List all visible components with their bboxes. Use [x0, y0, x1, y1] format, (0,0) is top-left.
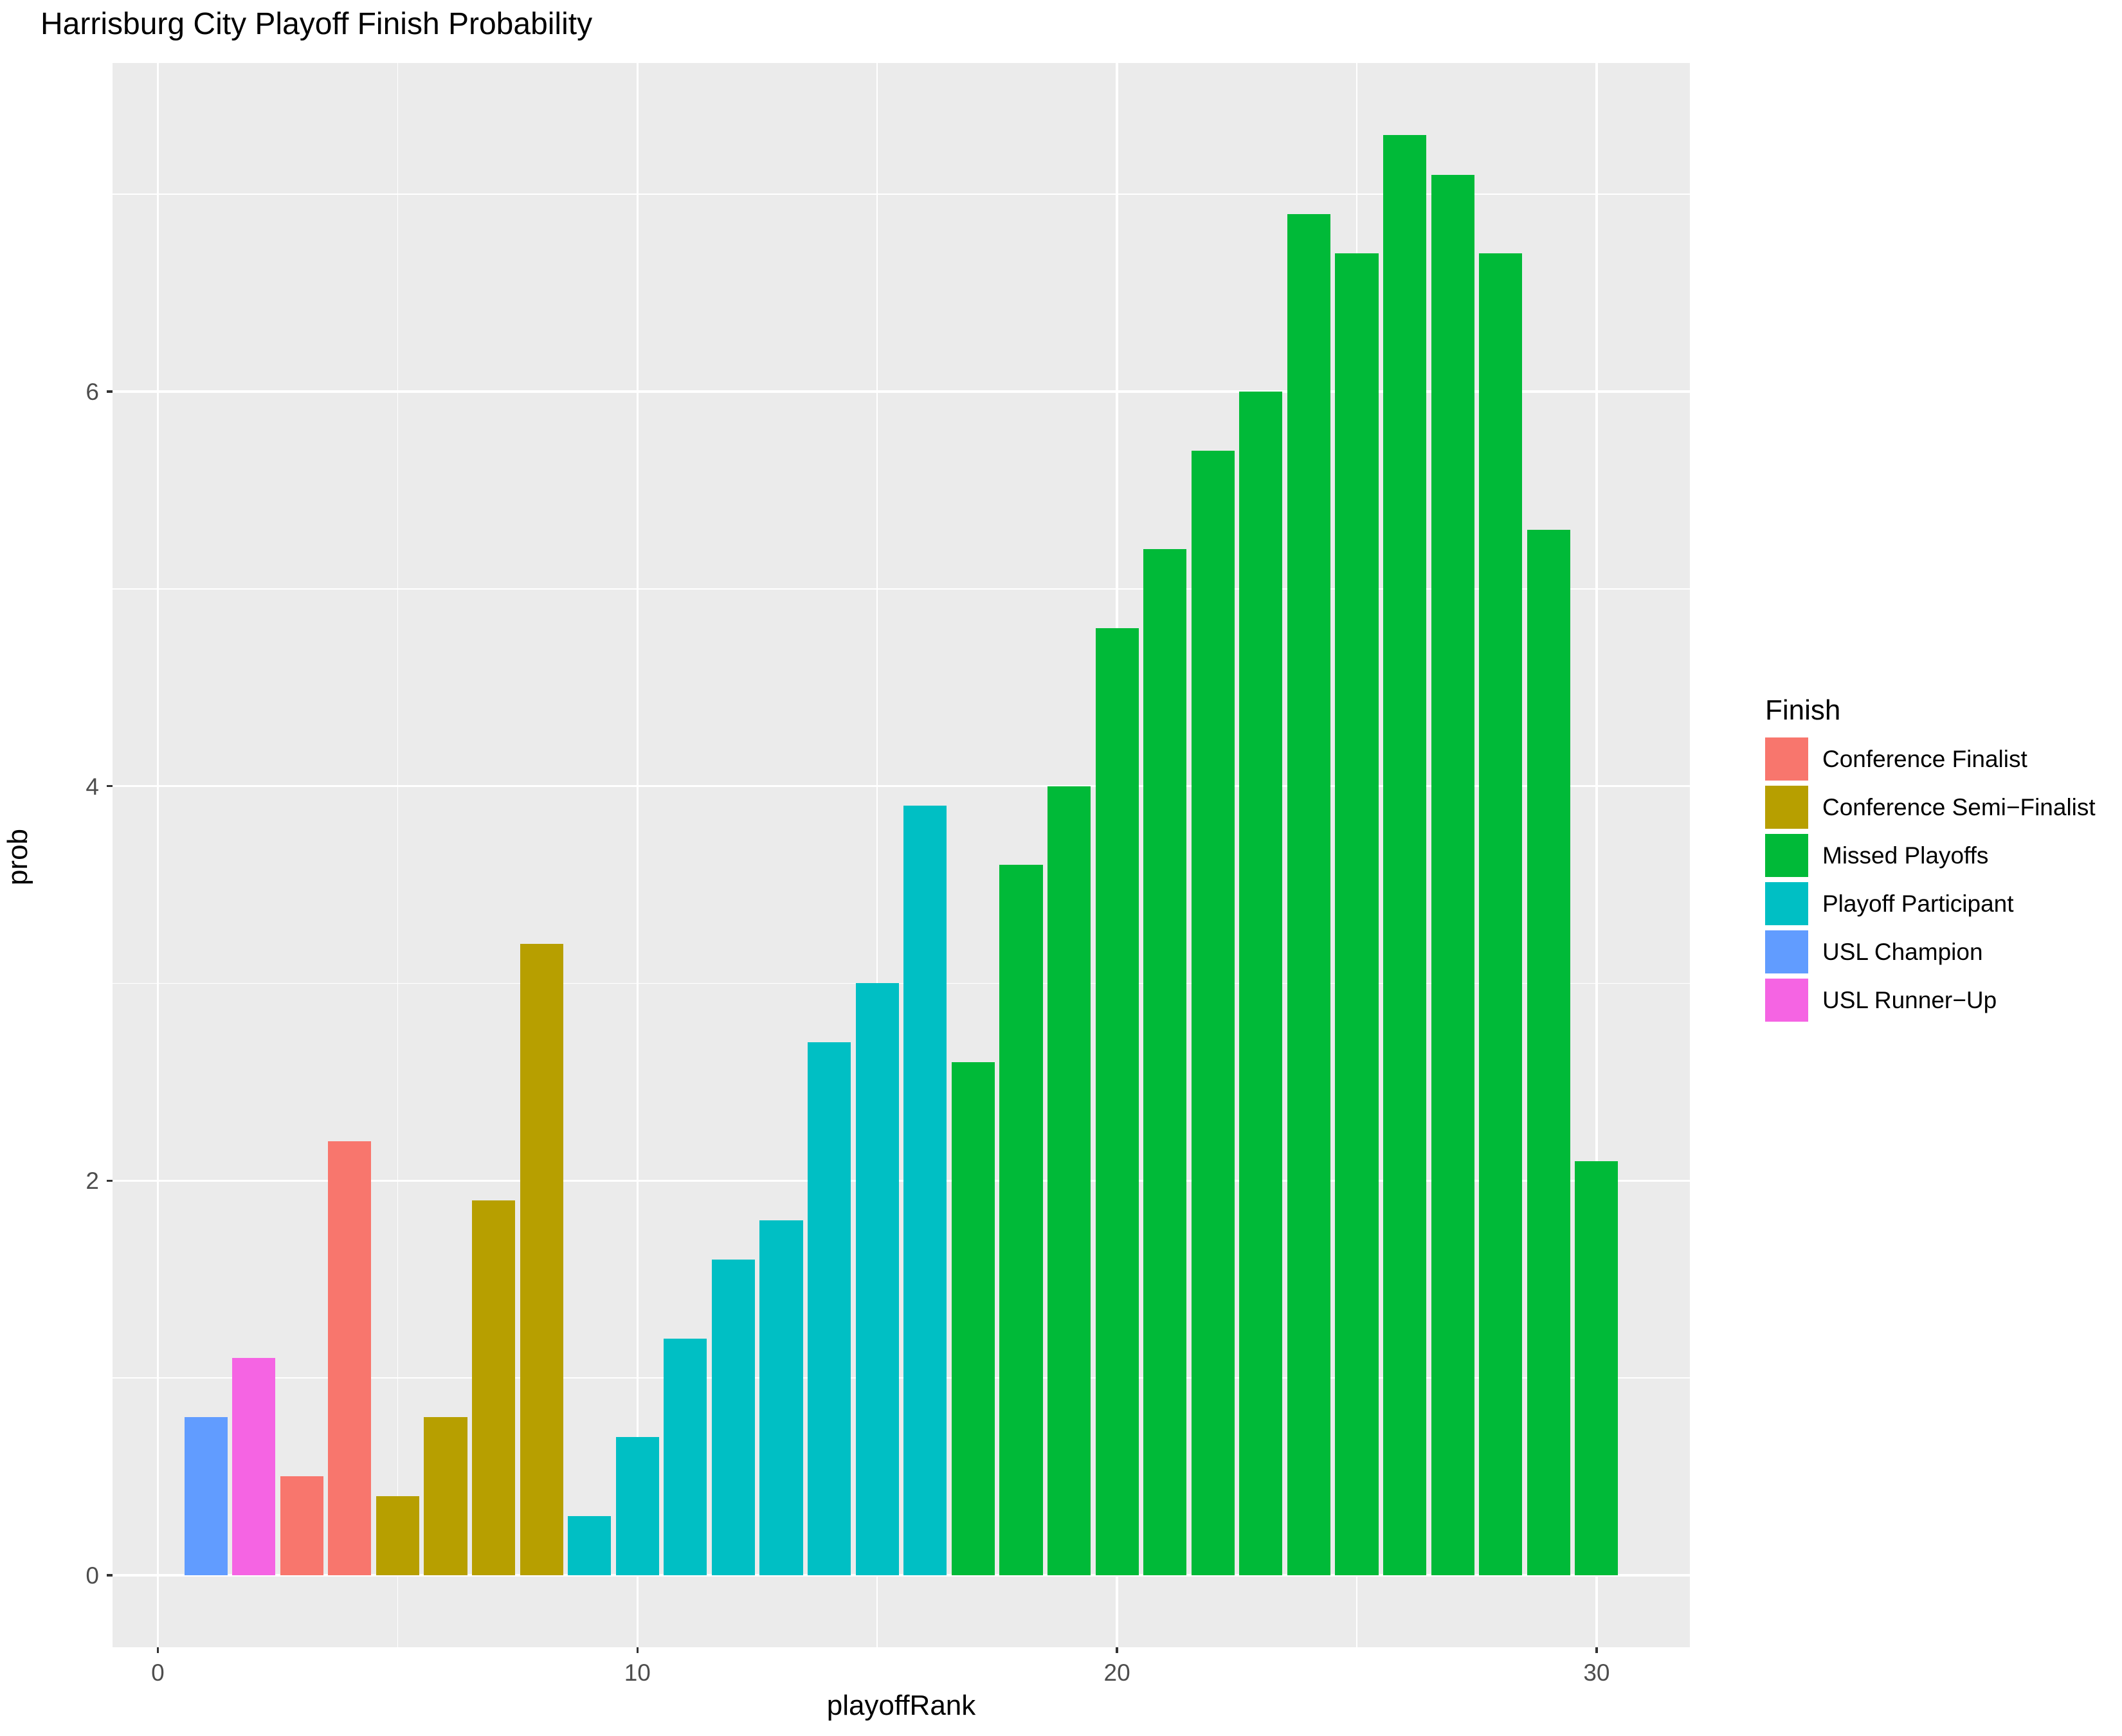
grid-minor-x — [397, 63, 399, 1647]
bar-rank-23 — [1239, 391, 1283, 1575]
legend-title: Finish — [1765, 694, 1841, 726]
x-tick-label: 10 — [624, 1659, 651, 1686]
bar-rank-16 — [903, 806, 947, 1575]
y-tick-label: 4 — [86, 773, 99, 800]
y-tick-mark — [107, 1179, 113, 1182]
bar-rank-20 — [1095, 628, 1139, 1575]
y-axis-title: prob — [2, 828, 33, 886]
y-tick-mark — [107, 390, 113, 393]
bar-rank-28 — [1479, 253, 1523, 1575]
bar-rank-3 — [280, 1476, 323, 1575]
grid-minor-y — [113, 588, 1690, 590]
y-tick-mark — [107, 784, 113, 788]
bar-rank-10 — [615, 1437, 659, 1575]
x-tick-mark — [1595, 1647, 1598, 1653]
grid-major-x — [1595, 63, 1598, 1647]
x-tick-mark — [636, 1647, 639, 1653]
x-tick-label: 20 — [1103, 1659, 1130, 1686]
legend-entry: USL Runner−Up — [1765, 979, 2099, 1022]
x-tick-label: 0 — [151, 1659, 165, 1686]
bar-rank-6 — [424, 1417, 467, 1575]
legend-entry: Playoff Participant — [1765, 882, 2099, 925]
legend-swatch — [1765, 979, 1808, 1022]
legend-label: Missed Playoffs — [1822, 842, 1989, 869]
legend-label: USL Runner−Up — [1822, 986, 1997, 1013]
bar-rank-7 — [471, 1200, 516, 1575]
bar-rank-19 — [1047, 786, 1091, 1575]
x-axis-title: playoffRank — [826, 1690, 976, 1721]
chart-title: Harrisburg City Playoff Finish Probabili… — [41, 7, 593, 41]
bar-rank-5 — [376, 1496, 419, 1575]
legend-label: Conference Finalist — [1822, 745, 2027, 772]
bar-rank-15 — [855, 983, 899, 1575]
y-tick-label: 6 — [86, 378, 99, 405]
legend-swatch — [1765, 786, 1808, 829]
y-tick-label: 0 — [86, 1562, 99, 1589]
y-tick-label: 2 — [86, 1168, 99, 1195]
grid-minor-y — [113, 982, 1690, 984]
bar-rank-9 — [568, 1515, 612, 1575]
legend-swatch — [1765, 882, 1808, 925]
grid-major-y — [113, 390, 1690, 393]
grid-major-x — [156, 63, 159, 1647]
plot-panel — [113, 63, 1690, 1647]
bar-rank-21 — [1143, 549, 1187, 1575]
bar-rank-27 — [1431, 174, 1474, 1575]
x-tick-mark — [1116, 1647, 1118, 1653]
grid-minor-y — [113, 194, 1690, 195]
bar-rank-2 — [232, 1358, 276, 1575]
bar-rank-17 — [951, 1062, 995, 1575]
bar-rank-30 — [1575, 1161, 1619, 1575]
x-tick-mark — [156, 1647, 159, 1653]
bar-rank-25 — [1335, 253, 1379, 1575]
grid-major-y — [113, 1179, 1690, 1182]
legend-swatch — [1765, 834, 1808, 877]
grid-major-x — [636, 63, 639, 1647]
bar-rank-4 — [328, 1141, 372, 1575]
legend-entry: Missed Playoffs — [1765, 834, 2099, 877]
bar-rank-24 — [1287, 213, 1330, 1575]
bar-rank-29 — [1527, 529, 1570, 1575]
bar-rank-14 — [808, 1042, 851, 1575]
y-tick-mark — [107, 1574, 113, 1577]
bar-rank-13 — [759, 1220, 803, 1575]
legend-swatch — [1765, 737, 1808, 781]
legend-entry: USL Champion — [1765, 930, 2099, 973]
legend-label: Playoff Participant — [1822, 890, 2014, 917]
bar-rank-11 — [664, 1338, 707, 1575]
bar-rank-8 — [520, 944, 563, 1575]
bar-rank-26 — [1383, 135, 1427, 1575]
x-tick-label: 30 — [1583, 1659, 1610, 1686]
legend-label: USL Champion — [1822, 938, 1983, 965]
grid-major-y — [113, 784, 1690, 788]
legend-entry: Conference Finalist — [1765, 737, 2099, 781]
bar-rank-22 — [1191, 451, 1235, 1575]
bar-rank-1 — [184, 1417, 228, 1575]
grid-minor-y — [113, 1377, 1690, 1379]
grid-minor-x — [876, 63, 878, 1647]
legend-label: Conference Semi−Finalist — [1822, 793, 2096, 820]
legend-entry: Conference Semi−Finalist — [1765, 786, 2099, 829]
legend-swatch — [1765, 930, 1808, 973]
bar-rank-18 — [999, 865, 1043, 1575]
grid-major-y — [113, 1574, 1690, 1577]
bar-rank-12 — [711, 1259, 755, 1575]
